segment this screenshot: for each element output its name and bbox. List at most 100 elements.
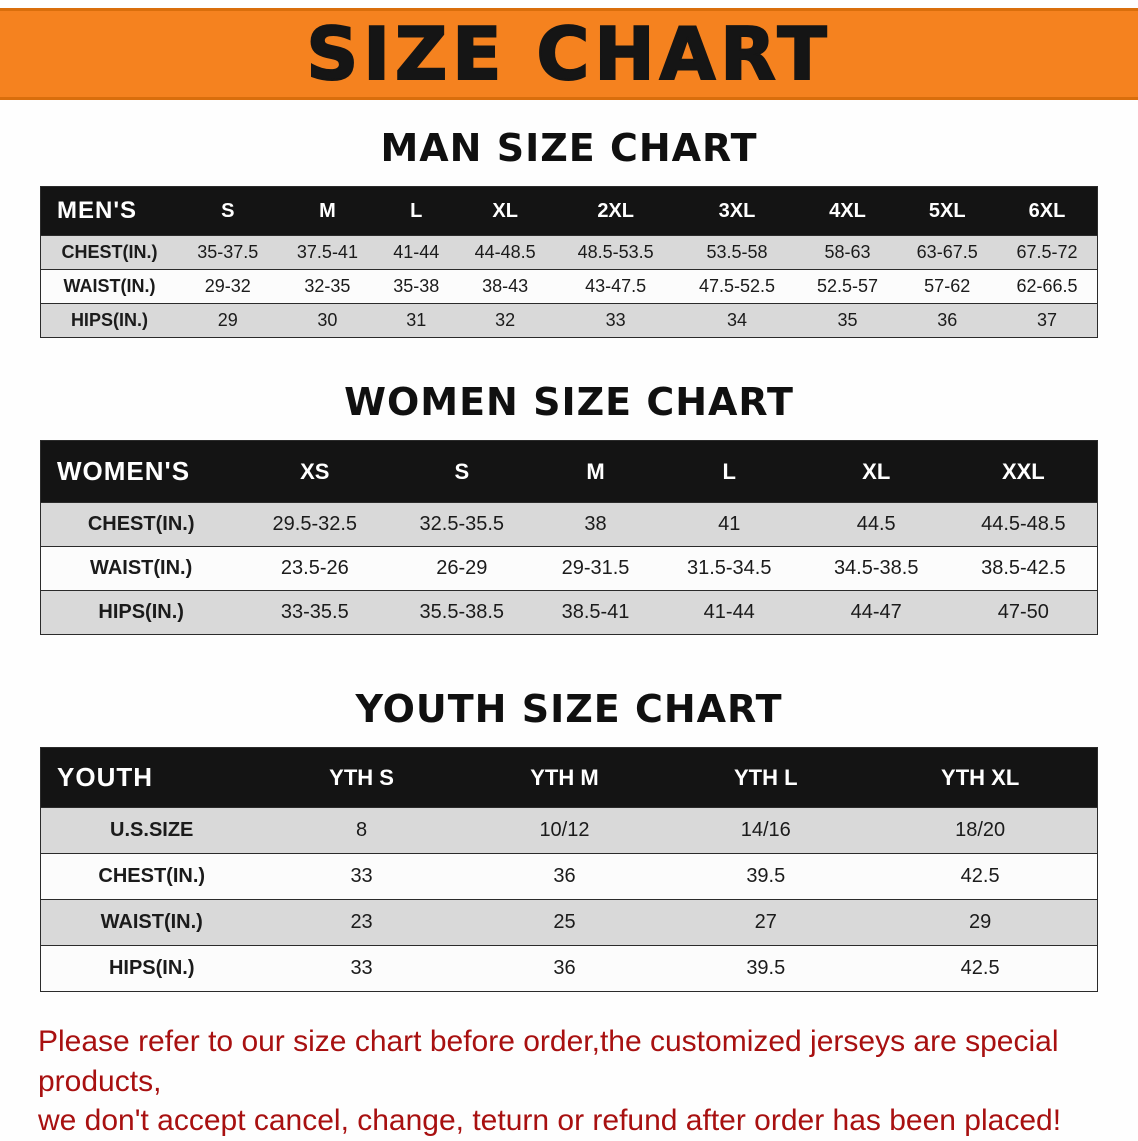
measurement-value-cell: 41-44 [655,590,803,635]
measurement-value-cell: 41 [655,502,803,547]
measurement-value-cell: 43-47.5 [554,269,677,304]
youth-size-table-container: YOUTH YTH S YTH M YTH L YTH XL U.S.SIZE 8 10/12… [40,747,1098,992]
size-header-cell: YTH M [460,747,669,808]
women-size-table-container: WOMEN'S XS S M L XL XXL CHEST(IN.) 29.5-32.5 32.5… [40,440,1098,635]
footer-notice: Please refer to our size chart before or… [38,1022,1104,1141]
size-header-cell: 4XL [797,186,898,236]
table-row: CHEST(IN.) 33 36 39.5 42.5 [40,853,1098,900]
measurement-value-cell: 67.5-72 [997,235,1098,270]
measurement-label-cell: HIPS(IN.) [40,945,263,992]
size-chart-page: SIZE CHART MAN SIZE CHART MEN'S S M L XL 2XL 3… [0,8,1138,1141]
size-header-cell: XL [455,186,555,236]
table-row: WAIST(IN.) 29-32 32-35 35-38 38-43 43-47.5 47.… [40,269,1098,304]
measurement-value-cell: 29-32 [177,269,278,304]
measurement-label-cell: CHEST(IN.) [40,502,242,547]
measurement-value-cell: 8 [262,807,461,854]
banner: SIZE CHART [0,8,1138,100]
size-header-cell: XS [241,440,389,503]
table-title-cell: WOMEN'S [40,440,242,503]
womens-size-table: WOMEN'S XS S M L XL XXL CHEST(IN.) 29.5-32.5 32.5… [40,440,1098,635]
measurement-value-cell: 35-38 [377,269,456,304]
measurement-value-cell: 31.5-34.5 [655,546,803,591]
measurement-label-cell: HIPS(IN.) [40,303,178,338]
measurement-value-cell: 29-31.5 [535,546,656,591]
size-header-cell: 6XL [997,186,1098,236]
measurement-value-cell: 41-44 [377,235,456,270]
measurement-value-cell: 47-50 [949,590,1098,635]
table-row: HIPS(IN.) 33-35.5 35.5-38.5 38.5-41 41-44 44-… [40,590,1098,635]
size-header-cell: 3XL [676,186,798,236]
measurement-value-cell: 31 [377,303,456,338]
measurement-value-cell: 58-63 [797,235,898,270]
measurement-label-cell: WAIST(IN.) [40,899,263,946]
men-size-table-container: MEN'S S M L XL 2XL 3XL 4XL 5XL 6XL CHEST(IN.) 35-37… [40,186,1098,338]
size-header-cell: M [535,440,656,503]
measurement-value-cell: 37 [997,303,1098,338]
measurement-label-cell: WAIST(IN.) [40,269,178,304]
men-section-heading: MAN SIZE CHART [380,126,758,170]
table-row: HIPS(IN.) 29 30 31 32 33 34 35 36 37 [40,303,1098,338]
measurement-label-cell: U.S.SIZE [40,807,263,854]
measurement-value-cell: 38.5-42.5 [949,546,1098,591]
measurement-value-cell: 35-37.5 [177,235,278,270]
measurement-value-cell: 33-35.5 [241,590,389,635]
measurement-value-cell: 44.5 [802,502,950,547]
measurement-value-cell: 47.5-52.5 [676,269,798,304]
measurement-value-cell: 38 [535,502,656,547]
table-title-cell: YOUTH [40,747,263,808]
measurement-value-cell: 25 [460,899,669,946]
measurement-value-cell: 18/20 [863,807,1098,854]
measurement-value-cell: 37.5-41 [277,235,378,270]
table-title-cell: MEN'S [40,186,178,236]
measurement-value-cell: 34 [676,303,798,338]
measurement-label-cell: CHEST(IN.) [40,235,178,270]
notice-line-1: Please refer to our size chart before or… [38,1025,1059,1098]
measurement-value-cell: 33 [262,945,461,992]
mens-size-table: MEN'S S M L XL 2XL 3XL 4XL 5XL 6XL CHEST(IN.) 35-37… [40,186,1098,338]
size-header-cell: YTH XL [863,747,1098,808]
size-header-cell: S [388,440,536,503]
notice-line-2: we don't accept cancel, change, teturn o… [38,1104,1062,1138]
measurement-value-cell: 52.5-57 [797,269,898,304]
page-title: SIZE CHART [305,12,832,96]
measurement-value-cell: 14/16 [668,807,864,854]
table-header-row: WOMEN'S XS S M L XL XXL [40,440,1098,503]
measurement-value-cell: 63-67.5 [897,235,998,270]
table-row: WAIST(IN.) 23 25 27 29 [40,899,1098,946]
table-row: HIPS(IN.) 33 36 39.5 42.5 [40,945,1098,992]
measurement-value-cell: 29 [177,303,278,338]
size-header-cell: XXL [949,440,1098,503]
measurement-value-cell: 35.5-38.5 [388,590,536,635]
measurement-value-cell: 42.5 [863,945,1098,992]
section-women: WOMEN SIZE CHART WOMEN'S XS S M L XL XXL CHEST(… [0,380,1138,635]
table-row: CHEST(IN.) 29.5-32.5 32.5-35.5 38 41 44.5 44.5… [40,502,1098,547]
measurement-value-cell: 30 [277,303,378,338]
measurement-label-cell: WAIST(IN.) [40,546,242,591]
measurement-value-cell: 36 [460,853,669,900]
measurement-value-cell: 32-35 [277,269,378,304]
measurement-value-cell: 10/12 [460,807,669,854]
table-row: CHEST(IN.) 35-37.5 37.5-41 41-44 44-48.5 48.5… [40,235,1098,270]
measurement-value-cell: 32 [455,303,555,338]
size-header-cell: 5XL [897,186,998,236]
size-header-cell: S [177,186,278,236]
measurement-value-cell: 36 [460,945,669,992]
table-header-row: MEN'S S M L XL 2XL 3XL 4XL 5XL 6XL [40,186,1098,236]
measurement-value-cell: 29.5-32.5 [241,502,389,547]
measurement-value-cell: 53.5-58 [676,235,798,270]
measurement-value-cell: 23 [262,899,461,946]
measurement-value-cell: 42.5 [863,853,1098,900]
measurement-value-cell: 33 [262,853,461,900]
size-header-cell: 2XL [554,186,677,236]
section-youth: YOUTH SIZE CHART YOUTH YTH S YTH M YTH L YTH… [0,687,1138,992]
size-header-cell: L [655,440,803,503]
measurement-value-cell: 44-47 [802,590,950,635]
size-header-cell: M [277,186,378,236]
measurement-value-cell: 39.5 [668,853,864,900]
youth-size-table: YOUTH YTH S YTH M YTH L YTH XL U.S.SIZE 8 10/12… [40,747,1098,992]
measurement-value-cell: 27 [668,899,864,946]
measurement-value-cell: 33 [554,303,677,338]
measurement-label-cell: CHEST(IN.) [40,853,263,900]
women-section-heading: WOMEN SIZE CHART [344,380,794,424]
measurement-value-cell: 62-66.5 [997,269,1098,304]
